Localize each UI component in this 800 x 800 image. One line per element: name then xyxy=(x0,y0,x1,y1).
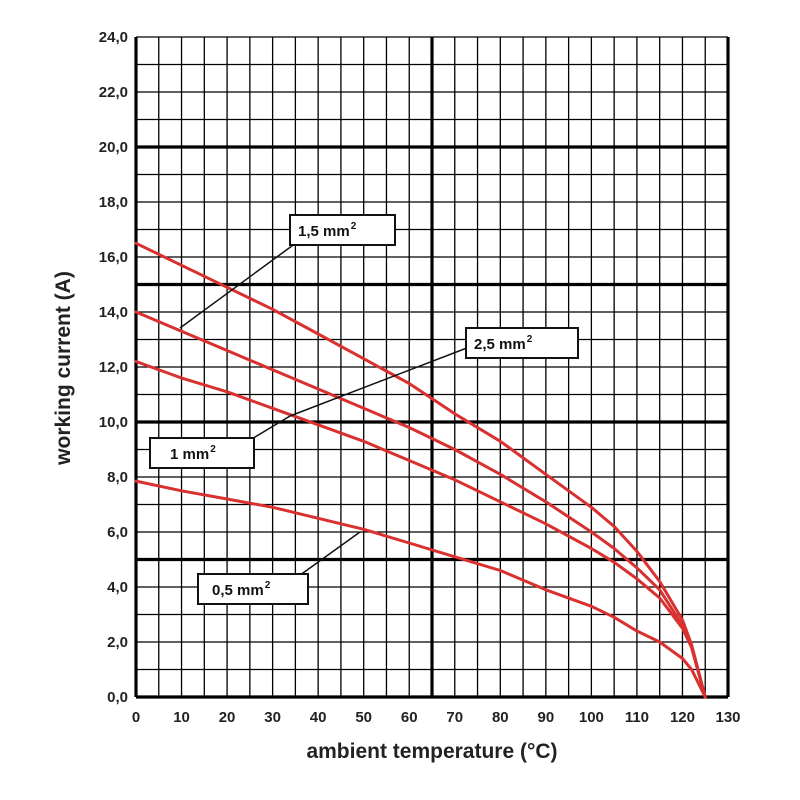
x-tick-label: 30 xyxy=(264,709,281,726)
x-tick-label: 120 xyxy=(670,709,695,726)
leader-lines xyxy=(179,239,473,579)
leader-line xyxy=(295,531,361,579)
x-tick-label: 0 xyxy=(132,709,140,726)
series-line-2 xyxy=(134,360,707,699)
y-tick-labels: 0,0 2,0 4,0 6,0 8,0 10,0 12,0 14,0 16,0 18,0 20,0 2… xyxy=(99,29,128,706)
y-tick-label: 12,0 xyxy=(99,359,128,376)
y-tick-label: 10,0 xyxy=(99,414,128,431)
x-tick-label: 110 xyxy=(625,709,649,726)
x-tick-label: 130 xyxy=(715,709,740,726)
series-line-1 xyxy=(134,310,707,699)
y-tick-label: 14,0 xyxy=(99,304,128,321)
series-lines xyxy=(134,241,707,699)
series-label: 0,5 mm2 xyxy=(212,580,271,599)
leader-line xyxy=(179,239,301,329)
x-tick-label: 50 xyxy=(355,709,372,726)
series-labels: 1,5 mm2 2,5 mm2 1 mm2 0,5 mm2 xyxy=(149,214,579,605)
y-tick-label: 22,0 xyxy=(99,84,128,101)
x-tick-label: 10 xyxy=(173,709,190,726)
x-tick-label: 100 xyxy=(579,709,604,726)
x-tick-label: 90 xyxy=(538,709,555,726)
grid xyxy=(134,36,730,699)
y-tick-label: 2,0 xyxy=(107,634,128,651)
series-label-box xyxy=(197,573,309,605)
y-tick-label: 8,0 xyxy=(107,469,128,486)
x-tick-label: 20 xyxy=(219,709,236,726)
x-tick-label: 80 xyxy=(492,709,509,726)
x-tick-label: 40 xyxy=(310,709,327,726)
series-label: 2,5 mm2 xyxy=(474,334,533,353)
series-line-3 xyxy=(134,479,707,699)
y-tick-label: 20,0 xyxy=(99,139,128,156)
y-tick-label: 4,0 xyxy=(107,579,128,596)
y-tick-label: 6,0 xyxy=(107,524,128,541)
leader-line xyxy=(249,415,291,441)
series-label-box xyxy=(149,437,255,469)
y-tick-label: 0,0 xyxy=(107,689,128,706)
series-label-box xyxy=(465,327,579,359)
y-tick-label: 18,0 xyxy=(99,194,128,211)
leader-line xyxy=(289,345,473,417)
x-tick-labels: 0 10 20 30 40 50 60 70 80 90 100 110 120 130 xyxy=(132,709,741,726)
y-tick-label: 24,0 xyxy=(99,29,128,46)
series-line-0 xyxy=(134,241,707,699)
series-label: 1 mm2 xyxy=(170,444,216,463)
x-tick-label: 70 xyxy=(446,709,463,726)
series-label: 1,5 mm2 xyxy=(298,221,357,240)
y-axis-title: working current (A) xyxy=(52,271,75,466)
x-tick-label: 60 xyxy=(401,709,418,726)
y-tick-label: 16,0 xyxy=(99,249,128,266)
series-label-box xyxy=(289,214,396,246)
x-axis-title: ambient temperature (°C) xyxy=(306,740,557,763)
